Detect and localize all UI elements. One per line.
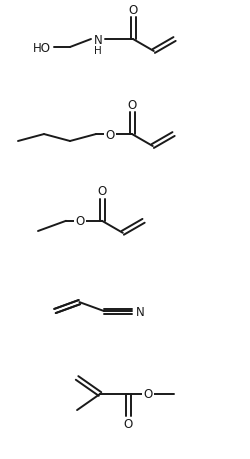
Text: O: O bbox=[128, 98, 136, 111]
Text: H: H bbox=[94, 46, 102, 56]
Text: O: O bbox=[76, 215, 85, 228]
Text: N: N bbox=[136, 305, 144, 318]
Text: O: O bbox=[144, 388, 152, 401]
Text: O: O bbox=[128, 4, 138, 17]
Text: O: O bbox=[98, 185, 106, 198]
Text: N: N bbox=[94, 34, 102, 46]
Text: O: O bbox=[106, 128, 114, 141]
Text: O: O bbox=[124, 418, 132, 431]
Text: HO: HO bbox=[33, 41, 51, 54]
